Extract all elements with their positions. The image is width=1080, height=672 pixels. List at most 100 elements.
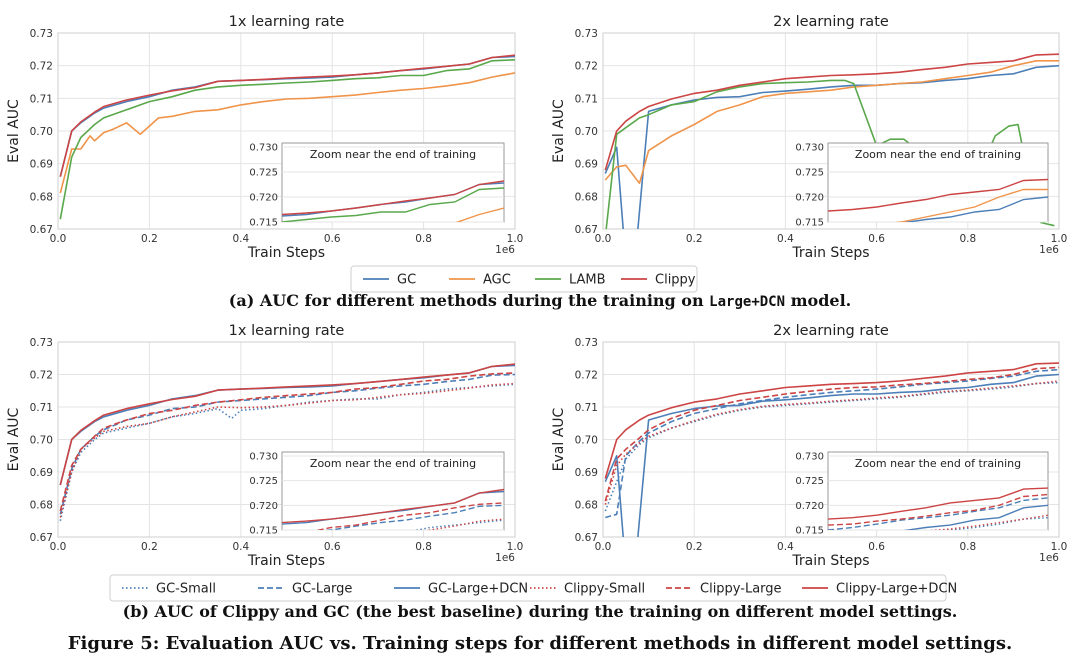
plot-frame [602,341,1060,538]
y-tick-label: 0.67 [30,224,53,236]
x-scale-label: 1e6 [1039,552,1059,564]
x-tick-label: 0.8 [415,233,432,245]
x-scale-label: 1e6 [495,244,515,256]
x-tick-label: 0.4 [777,233,794,245]
series-line-clippy [604,53,1059,171]
y-tick-label: 0.71 [575,402,598,414]
y-tick-label: 0.69 [30,467,53,479]
zoom-inset: 0.715 0.720 0.725 0.730 Zoom near the end of… [795,451,1049,537]
x-tick-label: 0.6 [324,541,341,553]
inset-tick-label: 0.730 [795,452,824,463]
legend-label: Clippy [655,273,696,288]
x-tick-label: 0.2 [686,233,703,245]
chart-b2: 0.0 0.2 0.4 0.6 0.8 1.0 0.67 0.68 0.69 0.70 0.71 0.… [551,323,1068,569]
x-scale-label: 1e6 [1039,244,1059,256]
y-tick-label: 0.67 [30,532,53,544]
x-tick-label: 0.2 [686,541,703,553]
x-axis-label: Train Steps [247,553,325,569]
y-tick-label: 0.73 [30,337,53,349]
legend-label: GC-Small [156,582,216,597]
series-line-clippy-small [59,382,515,518]
x-tick-label: 0.8 [415,541,432,553]
series-line-clippy-large-dcn [604,362,1059,479]
y-tick-label: 0.68 [30,191,53,203]
y-axis-label: Eval AUC [6,99,22,163]
chart-title: 1x learning rate [229,14,345,30]
x-tick-label: 0.4 [232,541,249,553]
x-tick-label: 0.6 [868,233,885,245]
inset-tick-label: 0.730 [795,143,824,154]
legend-a: GC AGC LAMB Clippy [350,265,698,293]
chart-a2: 0.0 0.2 0.4 0.6 0.8 1.0 0.67 0.68 0.69 0.70 0.71 0.… [551,14,1068,261]
legend-label: AGC [483,273,511,288]
inset-series-line-gc-small [943,517,1048,530]
y-tick-label: 0.69 [575,159,598,171]
inset-tick-label: 0.720 [795,193,824,204]
y-axis-label: Eval AUC [551,407,567,471]
inset-series-line-gc-large [324,504,504,530]
x-tick-label: 0.8 [959,541,976,553]
y-tick-label: 0.68 [575,500,598,512]
inset-series-line-gc [903,196,1048,222]
x-tick-label: 0.2 [141,233,158,245]
caption-b: (b) AUC of Clippy and GC (the best basel… [122,602,958,621]
y-tick-label: 0.70 [575,435,598,447]
inset-series-line-gc-large [828,497,1048,530]
series-line-agc [604,59,1059,185]
inset-tick-label: 0.720 [249,501,278,512]
y-tick-label: 0.71 [30,93,53,105]
inset-tick-label: 0.715 [795,526,824,537]
x-tick-label: 0.0 [595,233,612,245]
inset-tick-label: 0.725 [249,476,278,487]
y-tick-label: 0.73 [575,337,598,349]
y-tick-label: 0.69 [575,467,598,479]
series-line-gc-large [59,373,515,515]
y-tick-label: 0.68 [30,500,53,512]
plot-frame [602,32,1060,230]
caption-a: (a) AUC for different methods during the… [0,291,1080,310]
x-tick-label: 0.4 [777,541,794,553]
zoom-inset: 0.715 0.720 0.725 0.730 Zoom near the end of… [249,451,505,537]
y-tick-label: 0.71 [30,402,53,414]
legend-label: GC-Large [292,582,352,597]
x-tick-label: 0.0 [50,541,67,553]
y-tick-label: 0.72 [575,370,598,382]
inset-frame [281,142,505,223]
x-axis-label: Train Steps [791,245,869,261]
inset-title: Zoom near the end of training [855,457,1021,470]
inset-title: Zoom near the end of training [310,148,476,161]
series-line-gc-large [605,368,1059,519]
inset-tick-label: 0.715 [249,526,278,537]
inset-tick-label: 0.730 [249,143,278,154]
zoom-inset: 0.715 0.720 0.725 0.730 Zoom near the end of… [249,142,505,229]
inset-tick-label: 0.715 [249,218,278,229]
legend-frame [350,265,698,293]
x-tick-label: 0.4 [232,233,249,245]
inset-series-line-clippy-small [929,514,1048,530]
x-tick-label: 1.0 [1051,233,1068,245]
plot-frame [57,32,516,230]
legend-frame [109,574,947,602]
chart-title: 1x learning rate [229,323,345,339]
series-line-lamb [59,59,515,220]
y-tick-label: 0.72 [575,61,598,73]
chart-a1: 0.0 0.2 0.4 0.6 0.8 1.0 0.67 0.68 0.69 0.70 0.71 0.… [6,14,523,261]
series-line-gc-large-dcn [604,373,1059,537]
legend-label: Clippy-Small [564,582,645,597]
inset-tick-label: 0.715 [795,218,824,229]
inset-tick-label: 0.720 [249,193,278,204]
inset-title: Zoom near the end of training [855,148,1021,161]
y-tick-label: 0.72 [30,61,53,73]
y-tick-label: 0.67 [575,532,598,544]
inset-series-line-lamb [282,187,504,222]
series-line-clippy-large [59,372,515,512]
x-axis-label: Train Steps [791,553,869,569]
inset-tick-label: 0.720 [795,501,824,512]
x-tick-label: 1.0 [1051,541,1068,553]
x-tick-label: 1.0 [507,233,524,245]
y-tick-label: 0.70 [30,126,53,138]
y-tick-label: 0.68 [575,191,598,203]
legend-label: Clippy-Large [700,582,782,597]
legend-label: LAMB [569,273,606,288]
